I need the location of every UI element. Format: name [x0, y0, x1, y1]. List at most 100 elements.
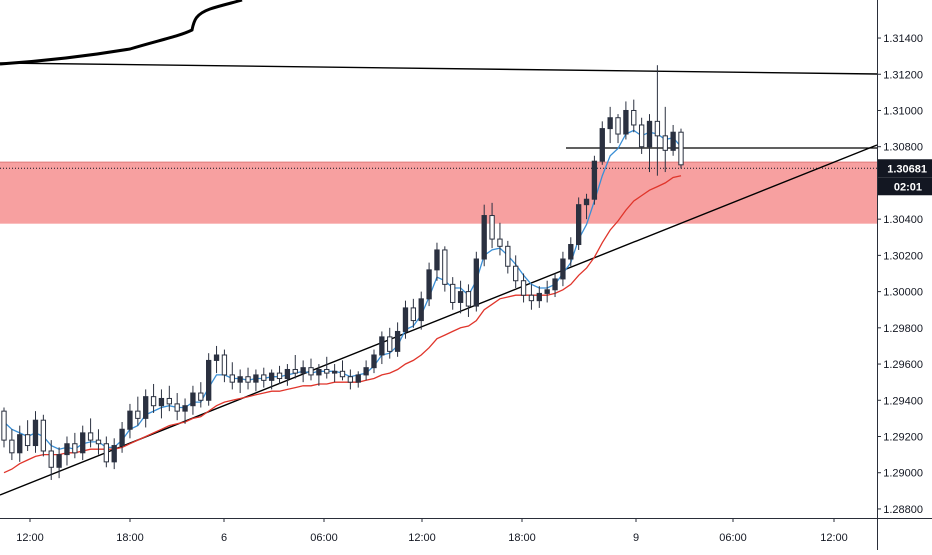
candle[interactable] — [638, 124, 645, 148]
candle[interactable] — [599, 128, 605, 162]
candle[interactable] — [623, 109, 629, 135]
supply-zone[interactable] — [0, 162, 877, 224]
candle[interactable] — [150, 396, 157, 407]
candle[interactable] — [316, 368, 322, 376]
indicator-curve — [0, 0, 243, 66]
candle[interactable] — [513, 265, 519, 282]
resistance-line[interactable] — [0, 62, 878, 75]
candle[interactable] — [489, 215, 495, 240]
x-tick-label: 18:00 — [116, 532, 144, 544]
candle[interactable] — [536, 292, 542, 302]
candle[interactable] — [426, 269, 432, 300]
candle[interactable] — [355, 374, 361, 383]
candle[interactable] — [95, 439, 102, 445]
y-tick-label: 1.31200 — [883, 69, 923, 81]
candle[interactable] — [442, 249, 448, 285]
candle[interactable] — [607, 117, 613, 130]
candle[interactable] — [198, 392, 204, 401]
candle[interactable] — [505, 245, 511, 267]
candle[interactable] — [646, 120, 653, 148]
candle[interactable] — [1, 410, 7, 441]
candle[interactable] — [48, 450, 54, 468]
candle[interactable] — [111, 445, 117, 463]
candle[interactable] — [245, 376, 251, 383]
candle[interactable] — [394, 330, 401, 352]
candle[interactable] — [473, 258, 479, 307]
candle[interactable] — [363, 367, 369, 376]
candle[interactable] — [174, 403, 180, 412]
candle[interactable] — [568, 244, 574, 260]
candle[interactable] — [347, 376, 354, 383]
candle[interactable] — [497, 238, 503, 247]
y-tick-label: 1.30400 — [883, 214, 923, 226]
candle[interactable] — [591, 160, 598, 200]
candle[interactable] — [268, 372, 275, 381]
price-axis[interactable] — [877, 0, 932, 550]
candle[interactable] — [103, 443, 110, 463]
candle[interactable] — [166, 397, 172, 405]
candle[interactable] — [300, 367, 306, 374]
candle[interactable] — [253, 374, 259, 383]
candle[interactable] — [434, 249, 440, 271]
candle[interactable] — [127, 410, 133, 430]
candle[interactable] — [662, 135, 668, 151]
candle[interactable] — [450, 283, 456, 303]
candle[interactable] — [418, 298, 424, 322]
candle[interactable] — [190, 392, 196, 407]
candle[interactable] — [387, 336, 393, 352]
y-tick-label: 1.29400 — [883, 395, 923, 407]
candle[interactable] — [654, 120, 661, 137]
candle[interactable] — [615, 117, 621, 135]
candle[interactable] — [575, 204, 582, 246]
candle[interactable] — [221, 354, 228, 376]
candle[interactable] — [371, 354, 377, 369]
candle[interactable] — [135, 410, 141, 419]
candle[interactable] — [560, 258, 566, 280]
candle[interactable] — [528, 294, 535, 302]
candle[interactable] — [379, 336, 385, 356]
candle[interactable] — [324, 368, 330, 374]
candle[interactable] — [520, 280, 527, 296]
candle[interactable] — [276, 372, 283, 380]
candle[interactable] — [339, 370, 346, 378]
candle[interactable] — [206, 359, 212, 401]
candle[interactable] — [143, 396, 149, 419]
candle[interactable] — [237, 376, 243, 383]
candle[interactable] — [583, 198, 590, 206]
candle[interactable] — [182, 405, 188, 412]
candle[interactable] — [544, 289, 550, 294]
candle[interactable] — [402, 307, 409, 332]
candle[interactable] — [284, 368, 291, 380]
candle[interactable] — [119, 428, 125, 447]
candle[interactable] — [56, 454, 62, 468]
candle[interactable] — [552, 278, 558, 291]
candle[interactable] — [213, 354, 220, 361]
candle[interactable] — [80, 432, 86, 454]
candle[interactable] — [678, 131, 684, 166]
candle[interactable] — [331, 370, 338, 374]
candle[interactable] — [17, 434, 23, 454]
x-tick-label: 6 — [221, 532, 227, 544]
candle[interactable] — [87, 432, 94, 441]
candle[interactable] — [481, 215, 487, 260]
candle[interactable] — [292, 368, 298, 374]
candle[interactable] — [261, 374, 267, 381]
candle[interactable] — [410, 307, 417, 322]
candle[interactable] — [32, 419, 39, 447]
candle[interactable] — [72, 443, 78, 454]
candle[interactable] — [465, 291, 472, 307]
candle[interactable] — [229, 374, 235, 383]
candle[interactable] — [9, 439, 15, 454]
candle[interactable] — [670, 131, 676, 151]
candle[interactable] — [64, 443, 70, 456]
candle[interactable] — [40, 419, 47, 452]
y-tick-label: 1.29000 — [883, 468, 923, 480]
candle[interactable] — [631, 109, 637, 126]
candle[interactable] — [158, 397, 165, 407]
candle[interactable] — [24, 434, 31, 447]
candle[interactable] — [457, 291, 464, 303]
candle[interactable] — [308, 367, 314, 376]
time-axis[interactable] — [0, 518, 932, 550]
